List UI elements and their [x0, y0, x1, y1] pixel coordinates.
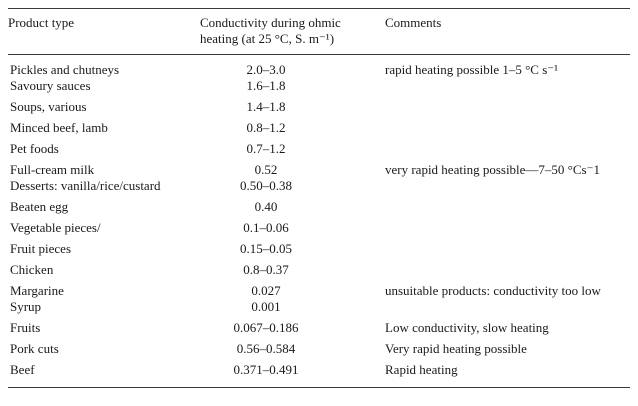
comment-cell [332, 179, 630, 193]
conductivity-cell: 0.371–0.491 [233, 362, 299, 377]
conductivity-cell: 0.50–0.38 [240, 178, 292, 193]
header-conductivity-line2: heating (at 25 °C, S. m⁻¹) [200, 31, 335, 46]
conductivity-cell: 0.52 [254, 162, 278, 177]
conductivity-cell: 0.7–1.2 [246, 141, 286, 156]
table-row: Chicken 0.8–0.37 [8, 263, 630, 277]
table-row: Soups, various 1.4–1.8 [8, 100, 630, 114]
table-row: Pet foods 0.7–1.2 [8, 142, 630, 156]
conductivity-cell: 1.6–1.8 [246, 78, 286, 93]
conductivity-cell: 0.8–1.2 [246, 120, 286, 135]
product-cell: Full-cream milk [10, 162, 95, 177]
product-cell: Vegetable pieces/ [10, 220, 101, 235]
comment-cell [332, 100, 630, 114]
conductivity-cell: 1.4–1.8 [246, 99, 286, 114]
table-header-row: Product type Conductivity during ohmic h… [8, 9, 630, 55]
product-cell: Syrup [10, 299, 42, 314]
table-body: Pickles and chutneys 2.0–3.0 rapid heati… [8, 55, 630, 377]
table-row: Vegetable pieces/ 0.1–0.06 [8, 221, 630, 235]
table-row: Beaten egg 0.40 [8, 200, 630, 214]
product-cell: Desserts: vanilla/rice/custard [10, 178, 161, 193]
table-row: Pickles and chutneys 2.0–3.0 rapid heati… [8, 63, 630, 77]
comment-cell [332, 242, 630, 256]
table-row: Syrup 0.001 [8, 300, 630, 314]
conductivity-cell: 0.56–0.584 [236, 341, 296, 356]
conductivity-cell: 0.15–0.05 [240, 241, 292, 256]
table-row: Fruit pieces 0.15–0.05 [8, 242, 630, 256]
comment-cell [332, 142, 630, 156]
comment-cell: Low conductivity, slow heating [385, 320, 549, 335]
conductivity-cell: 0.1–0.06 [243, 220, 289, 235]
product-cell: Soups, various [10, 99, 87, 114]
comment-cell [332, 221, 630, 235]
comment-cell [332, 263, 630, 277]
header-conductivity-line1: Conductivity during ohmic [200, 15, 341, 30]
conductivity-cell: 2.0–3.0 [246, 62, 286, 77]
table-row: Margarine 0.027 unsuitable products: con… [8, 284, 630, 298]
conductivity-cell: 0.001 [251, 299, 281, 314]
comment-cell [332, 79, 630, 93]
product-cell: Beaten egg [10, 199, 69, 214]
comment-cell [332, 200, 630, 214]
table-row: Pork cuts 0.56–0.584 Very rapid heating … [8, 342, 630, 356]
header-comments: Comments [385, 15, 442, 30]
table-row: Minced beef, lamb 0.8–1.2 [8, 121, 630, 135]
comment-cell: very rapid heating possible—7–50 °Cs⁻1 [385, 162, 600, 177]
product-cell: Fruits [10, 320, 41, 335]
comment-cell [332, 121, 630, 135]
product-cell: Fruit pieces [10, 241, 72, 256]
product-cell: Margarine [10, 283, 64, 298]
header-product-type: Product type [8, 15, 75, 30]
comment-cell: Very rapid heating possible [385, 341, 527, 356]
conductivity-cell: 0.027 [251, 283, 281, 298]
conductivity-cell: 0.067–0.186 [233, 320, 299, 335]
conductivity-cell: 0.40 [254, 199, 278, 214]
table-row: Beef 0.371–0.491 Rapid heating [8, 363, 630, 377]
header-conductivity: Conductivity during ohmic heating (at 25… [200, 15, 341, 47]
product-cell: Beef [10, 362, 35, 377]
product-cell: Savoury sauces [10, 78, 91, 93]
conductivity-cell: 0.8–0.37 [243, 262, 289, 277]
comment-cell [332, 300, 630, 314]
comment-cell: Rapid heating [385, 362, 458, 377]
product-cell: Pet foods [10, 141, 59, 156]
comment-cell: unsuitable products: conductivity too lo… [385, 283, 601, 298]
product-cell: Pork cuts [10, 341, 59, 356]
table-row: Full-cream milk 0.52 very rapid heating … [8, 163, 630, 177]
table-row: Savoury sauces 1.6–1.8 [8, 79, 630, 93]
product-cell: Chicken [10, 262, 54, 277]
table-row: Fruits 0.067–0.186 Low conductivity, slo… [8, 321, 630, 335]
comment-cell: rapid heating possible 1–5 °C s⁻¹ [385, 62, 559, 77]
conductivity-table: Product type Conductivity during ohmic h… [8, 8, 630, 388]
product-cell: Pickles and chutneys [10, 62, 120, 77]
product-cell: Minced beef, lamb [10, 120, 108, 135]
table-row: Desserts: vanilla/rice/custard 0.50–0.38 [8, 179, 630, 193]
